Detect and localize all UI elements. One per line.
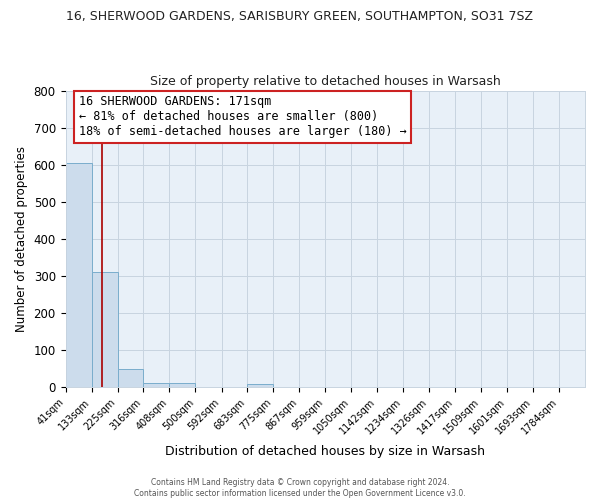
Bar (118, 369, 143, 388)
Text: 16 SHERWOOD GARDENS: 171sqm
← 81% of detached houses are smaller (800)
18% of se: 16 SHERWOOD GARDENS: 171sqm ← 81% of det… (79, 96, 406, 138)
Y-axis label: Number of detached properties: Number of detached properties (15, 146, 28, 332)
Title: Size of property relative to detached houses in Warsash: Size of property relative to detached ho… (150, 76, 500, 88)
Text: 16, SHERWOOD GARDENS, SARISBURY GREEN, SOUTHAMPTON, SO31 7SZ: 16, SHERWOOD GARDENS, SARISBURY GREEN, S… (67, 10, 533, 23)
X-axis label: Distribution of detached houses by size in Warsash: Distribution of detached houses by size … (165, 444, 485, 458)
Bar (247, 384, 274, 388)
Bar (65, 162, 92, 388)
Bar (143, 383, 169, 388)
Text: Contains HM Land Registry data © Crown copyright and database right 2024.
Contai: Contains HM Land Registry data © Crown c… (134, 478, 466, 498)
Bar (169, 383, 196, 388)
Bar (92, 272, 118, 388)
